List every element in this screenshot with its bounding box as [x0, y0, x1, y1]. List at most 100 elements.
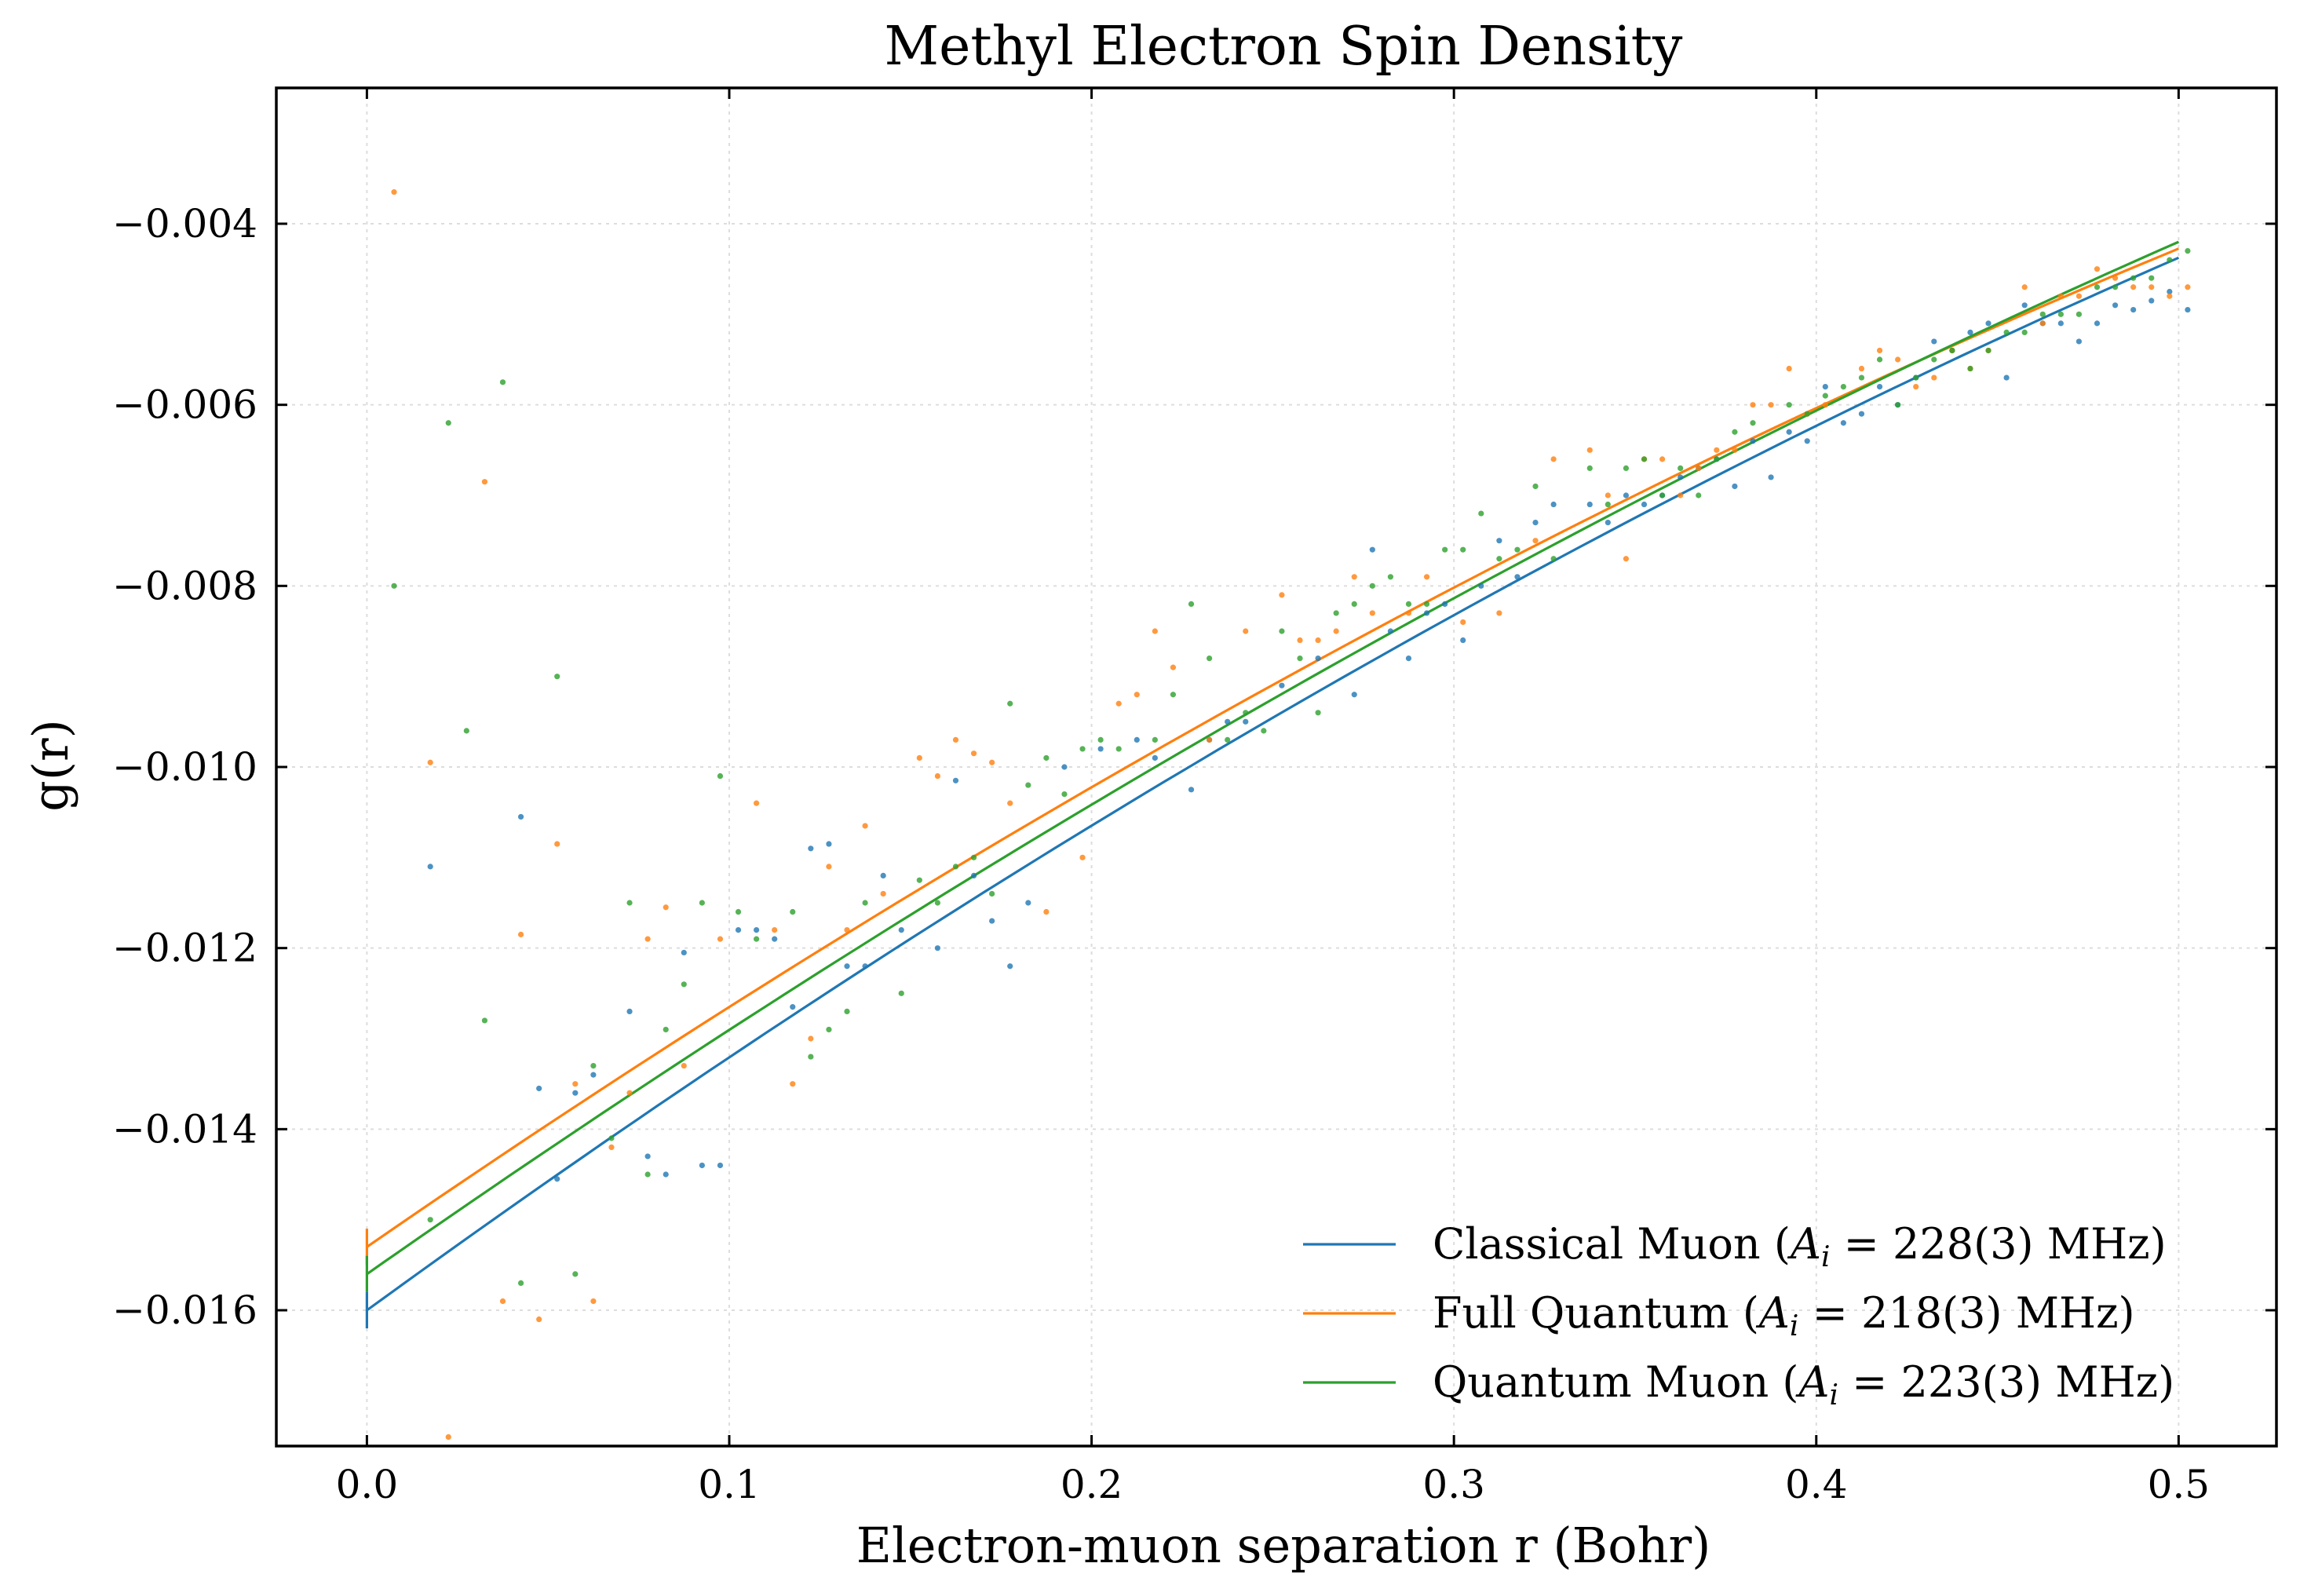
- series-1-point: [1514, 574, 1521, 580]
- series-3-point: [1858, 374, 1865, 381]
- series-3-point: [1550, 556, 1557, 562]
- x-axis-ticks: 0.0 0.1 0.2 0.3 0.4 0.5: [336, 88, 2210, 1507]
- x-tick-label: 0.3: [1422, 1462, 1485, 1507]
- series-3-point: [1043, 754, 1050, 761]
- series-2-point: [1786, 365, 1792, 372]
- series-1-point: [1931, 338, 1937, 345]
- series-1-point: [1840, 420, 1846, 426]
- series-3-point: [1949, 347, 1955, 354]
- series-3-point: [572, 1271, 579, 1277]
- series-3-point: [1442, 546, 1448, 553]
- series-2-point: [1532, 538, 1539, 544]
- series-1-point: [1786, 429, 1792, 435]
- series-2-point: [989, 759, 995, 765]
- series-3-point: [2021, 329, 2028, 335]
- series-1-point: [1496, 538, 1502, 544]
- series-3-point: [862, 900, 868, 906]
- series-1-point: [1243, 718, 1249, 725]
- series-3-point: [2130, 275, 2137, 281]
- series-1-point: [1532, 520, 1539, 526]
- series-2-point: [1876, 347, 1883, 354]
- series-3-point: [1351, 601, 1357, 608]
- series-3-point: [989, 890, 995, 897]
- series-3-point: [463, 728, 469, 734]
- series-3-point: [1369, 583, 1375, 589]
- series-1-point: [880, 872, 886, 878]
- series-3-point: [1079, 746, 1086, 752]
- series-3-point: [844, 1008, 850, 1014]
- x-axis-label: Electron-muon separation r (Bohr): [856, 1517, 1711, 1574]
- series-1-point: [754, 927, 760, 933]
- series-3-point: [699, 900, 705, 906]
- y-tick-label: −0.006: [112, 382, 257, 428]
- series-3-point: [1333, 610, 1339, 616]
- series-3-point: [1243, 710, 1249, 716]
- series-2-point: [1931, 374, 1937, 381]
- x-tick-label: 0.0: [336, 1462, 399, 1507]
- series-2-point: [1405, 610, 1412, 616]
- series-2-point: [844, 927, 850, 933]
- series-3-point: [1405, 601, 1412, 608]
- fit-lines: [365, 240, 2180, 1329]
- series-2-point: [391, 189, 397, 195]
- series-3-point: [754, 936, 760, 942]
- series-3-point: [1913, 374, 1919, 381]
- series-2-point: [862, 823, 868, 829]
- series-3-point: [1297, 656, 1303, 662]
- series-3-point: [916, 877, 922, 883]
- y-axis-ticks: −0.016 −0.014 −0.012 −0.010 −0.008 −0.006 −0.0…: [112, 201, 2276, 1333]
- series-1-point: [536, 1085, 542, 1092]
- series-3-point: [1188, 601, 1195, 608]
- series-3-point: [391, 583, 397, 589]
- series-2-point: [2057, 293, 2064, 299]
- series-1-point: [2075, 338, 2083, 345]
- series-1-point: [1550, 501, 1557, 508]
- series-2-point: [2094, 266, 2101, 272]
- series-3-point: [1967, 365, 1973, 372]
- series-3-point: [808, 1054, 814, 1060]
- series-3-point: [445, 420, 451, 426]
- series-2-point: [1351, 574, 1357, 580]
- series-1-point: [808, 845, 814, 852]
- series-3-point: [554, 674, 560, 680]
- series-1-point: [2148, 298, 2155, 304]
- series-3-point: [826, 1026, 832, 1033]
- series-1-point: [554, 1176, 560, 1182]
- series-3-point: [517, 1280, 524, 1286]
- series-2-point: [1696, 465, 1702, 472]
- series-1-point: [826, 841, 832, 847]
- series-2-point: [517, 931, 524, 937]
- series-2-point: [772, 927, 778, 933]
- series-3-point: [2112, 284, 2119, 290]
- series-2-point: [2021, 284, 2028, 290]
- series-3-point: [1822, 393, 1828, 399]
- series-2-point: [1496, 610, 1502, 616]
- series-2-point: [880, 890, 886, 897]
- series-2-point: [536, 1316, 542, 1323]
- series-1-point: [1442, 601, 1448, 608]
- series-3-point: [663, 1026, 669, 1033]
- series-1-point: [1876, 384, 1883, 390]
- series-1-point: [1460, 637, 1466, 644]
- series-3-point: [717, 772, 724, 780]
- series-1-point: [663, 1171, 669, 1178]
- series-3-point: [1804, 411, 1810, 417]
- series-2-point: [1623, 556, 1630, 562]
- series-2-point: [1315, 637, 1321, 644]
- series-1-point: [1605, 520, 1611, 526]
- series-3-point: [1279, 628, 1285, 634]
- x-tick-label: 0.1: [698, 1462, 761, 1507]
- series-3-point: [1152, 736, 1158, 743]
- series-1-point: [1351, 692, 1357, 698]
- series-2-point: [572, 1081, 579, 1087]
- series-2-point: [1170, 664, 1177, 670]
- series-1-point: [862, 963, 868, 970]
- series-2-point: [2039, 320, 2046, 327]
- series-3-point: [590, 1063, 597, 1069]
- series-3-point: [681, 981, 687, 988]
- series-3-point: [1261, 728, 1267, 734]
- series-1-point: [952, 777, 959, 783]
- series-1-point: [1985, 320, 1992, 327]
- series-3-point: [1061, 791, 1068, 798]
- series-1-point: [1152, 754, 1158, 761]
